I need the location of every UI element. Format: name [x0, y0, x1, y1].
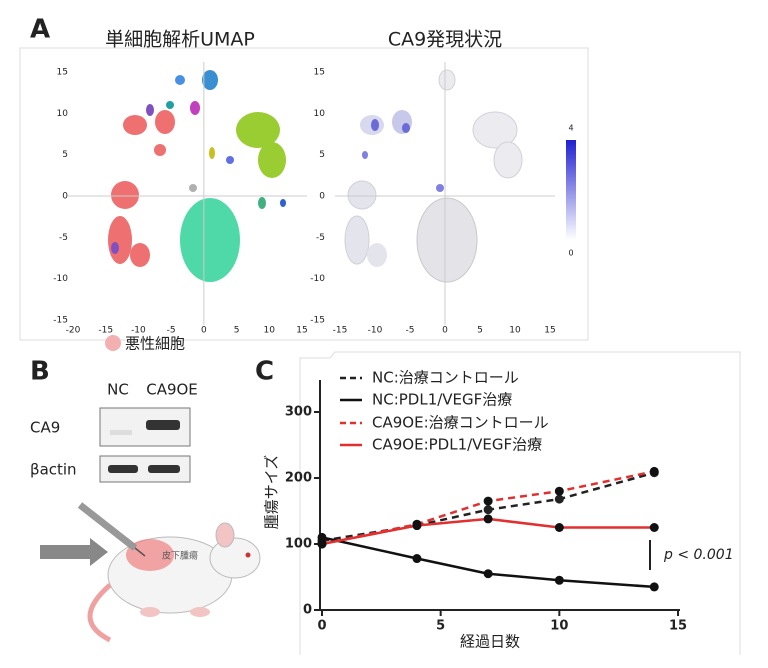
x-tick-label: 0 — [442, 326, 448, 336]
x-tick-label: -5 — [406, 326, 415, 336]
data-point — [483, 514, 493, 524]
panel-label: A — [30, 15, 50, 45]
x-tick-label: -5 — [167, 326, 176, 336]
x-tick-label: 10 — [550, 619, 568, 634]
y-tick-label: 300 — [285, 405, 312, 420]
row-label: βactin — [30, 461, 77, 479]
data-point — [483, 569, 493, 579]
y-axis-label: 腫瘍サイズ — [263, 455, 281, 530]
y-tick-label: 100 — [285, 537, 312, 552]
x-tick-label: -15 — [333, 326, 348, 336]
colorbar-label: 4 — [568, 124, 573, 133]
colorbar-label: 0 — [568, 249, 573, 258]
lane-label: CA9OE — [146, 381, 198, 399]
data-point — [649, 466, 659, 476]
y-tick-label: -5 — [316, 233, 325, 243]
y-tick-label: 5 — [319, 150, 325, 160]
x-tick-label: 15 — [544, 326, 555, 336]
legend-label: NC:治療コントロール — [372, 369, 519, 387]
colorbar — [566, 140, 576, 240]
x-tick-label: 10 — [264, 326, 276, 336]
x-tick-label: -15 — [98, 326, 113, 336]
data-point — [412, 554, 422, 564]
band — [108, 465, 138, 473]
y-tick-label: 15 — [57, 68, 68, 78]
annotation: p < 0.001 — [663, 547, 734, 563]
y-tick-label: 10 — [314, 109, 326, 119]
y-tick-label: -5 — [59, 233, 68, 243]
tumor-label: 皮下腫瘍 — [162, 550, 198, 562]
x-tick-label: 10 — [509, 326, 521, 336]
y-tick-label: -15 — [310, 316, 325, 326]
x-tick-label: 0 — [317, 619, 326, 634]
y-tick-label: 0 — [62, 192, 68, 202]
umap-clusters — [108, 70, 286, 282]
y-tick-label: 200 — [285, 471, 312, 486]
x-tick-label: -10 — [368, 326, 383, 336]
data-point — [554, 575, 564, 585]
series-line — [321, 536, 655, 589]
legend-label: NC:PDL1/VEGF治療 — [372, 391, 512, 409]
data-point — [483, 505, 493, 515]
row-label: CA9 — [30, 419, 60, 437]
panel-frame — [299, 351, 741, 655]
legend-label: CA9OE:PDL1/VEGF治療 — [372, 436, 542, 454]
data-point — [317, 539, 327, 549]
data-point — [412, 521, 422, 531]
mouse-illustration — [40, 502, 261, 643]
lane-label: NC — [107, 381, 129, 399]
legend-label: CA9OE:治療コントロール — [372, 414, 549, 432]
legend-swatch — [105, 335, 121, 351]
x-tick-label: 15 — [669, 619, 687, 634]
y-tick-label: -10 — [53, 274, 68, 284]
y-tick-label: 5 — [62, 150, 68, 160]
y-tick-label: 10 — [57, 109, 69, 119]
y-tick-label: 0 — [303, 603, 312, 618]
panel-frame — [19, 47, 589, 341]
y-tick-label: 15 — [314, 68, 325, 78]
legend-label: 悪性細胞 — [125, 335, 185, 353]
data-point — [649, 582, 659, 592]
y-tick-label: -10 — [310, 274, 325, 284]
x-axis-label: 経過日数 — [460, 633, 520, 651]
panel-label: C — [255, 357, 274, 387]
data-point — [554, 523, 564, 532]
x-tick-label: 5 — [436, 619, 445, 634]
umap-title: CA9発現状況 — [388, 29, 502, 51]
data-point — [483, 496, 493, 506]
data-point — [554, 486, 564, 496]
x-tick-label: 5 — [234, 326, 240, 336]
y-tick-label: 0 — [319, 192, 325, 202]
band — [110, 430, 132, 435]
y-tick-label: -15 — [53, 316, 68, 326]
band — [146, 420, 180, 430]
umap-title: 単細胞解析UMAP — [105, 29, 255, 51]
x-tick-label: 0 — [201, 326, 207, 336]
x-tick-label: 15 — [296, 326, 307, 336]
x-tick-label: -20 — [66, 326, 81, 336]
panel-label: B — [30, 357, 50, 387]
expression-clusters — [344, 69, 523, 283]
x-tick-label: -10 — [131, 326, 146, 336]
data-point — [317, 532, 327, 542]
data-point — [649, 523, 659, 532]
band — [148, 465, 180, 473]
data-point — [554, 494, 564, 504]
x-tick-label: 5 — [477, 326, 483, 336]
